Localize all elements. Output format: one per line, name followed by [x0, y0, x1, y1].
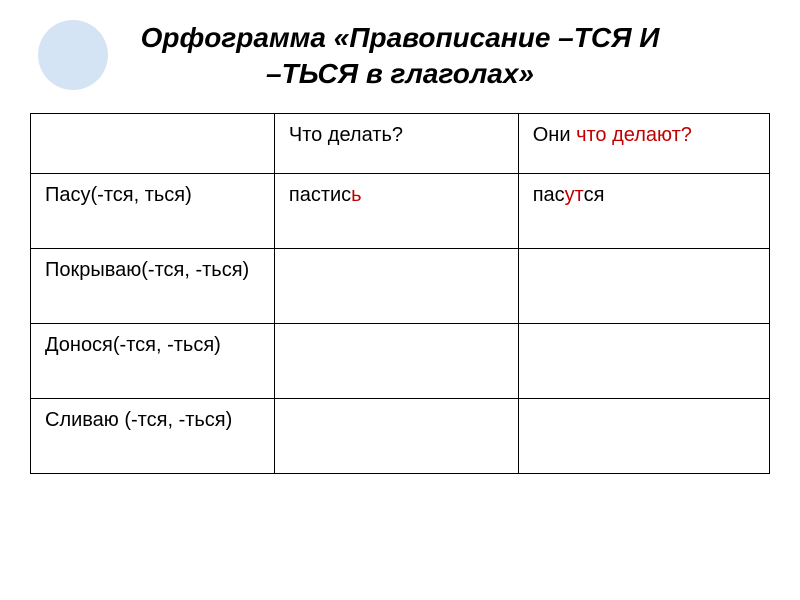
- header-red: что делают?: [576, 124, 692, 146]
- header-cell-empty: [31, 113, 275, 173]
- tp-suffix: ся: [584, 184, 605, 206]
- row-infinitive: [274, 248, 518, 323]
- tp-prefix: пас: [533, 184, 565, 206]
- row-label: Пасу(-тся, ться): [31, 173, 275, 248]
- row-third-person: [518, 323, 769, 398]
- table-row: Донося(-тся, -ться): [31, 323, 770, 398]
- row-infinitive: пастись: [274, 173, 518, 248]
- header-cell-third-person: Они что делают?: [518, 113, 769, 173]
- row-infinitive: [274, 398, 518, 473]
- table-row: Пасу(-тся, ться) пастись пасутся: [31, 173, 770, 248]
- title-line-2: –ТЬСЯ в глаголах»: [266, 58, 534, 89]
- table-row: Сливаю (-тся, -ться): [31, 398, 770, 473]
- row-infinitive: [274, 323, 518, 398]
- title-line-1: Орфограмма «Правописание –ТСЯ И: [141, 22, 660, 53]
- tp-highlight: ут: [565, 184, 584, 206]
- row-third-person: пасутся: [518, 173, 769, 248]
- inf-prefix: пастис: [289, 184, 351, 206]
- header-prefix: Они: [533, 124, 576, 146]
- grammar-table: Что делать? Они что делают? Пасу(-тся, т…: [30, 113, 770, 474]
- row-third-person: [518, 248, 769, 323]
- row-third-person: [518, 398, 769, 473]
- header-cell-infinitive: Что делать?: [274, 113, 518, 173]
- inf-highlight: ь: [351, 184, 361, 206]
- page-title: Орфограмма «Правописание –ТСЯ И –ТЬСЯ в …: [30, 20, 770, 93]
- table-header-row: Что делать? Они что делают?: [31, 113, 770, 173]
- row-label: Донося(-тся, -ться): [31, 323, 275, 398]
- row-label: Сливаю (-тся, -ться): [31, 398, 275, 473]
- table-row: Покрываю(-тся, -ться): [31, 248, 770, 323]
- row-label: Покрываю(-тся, -ться): [31, 248, 275, 323]
